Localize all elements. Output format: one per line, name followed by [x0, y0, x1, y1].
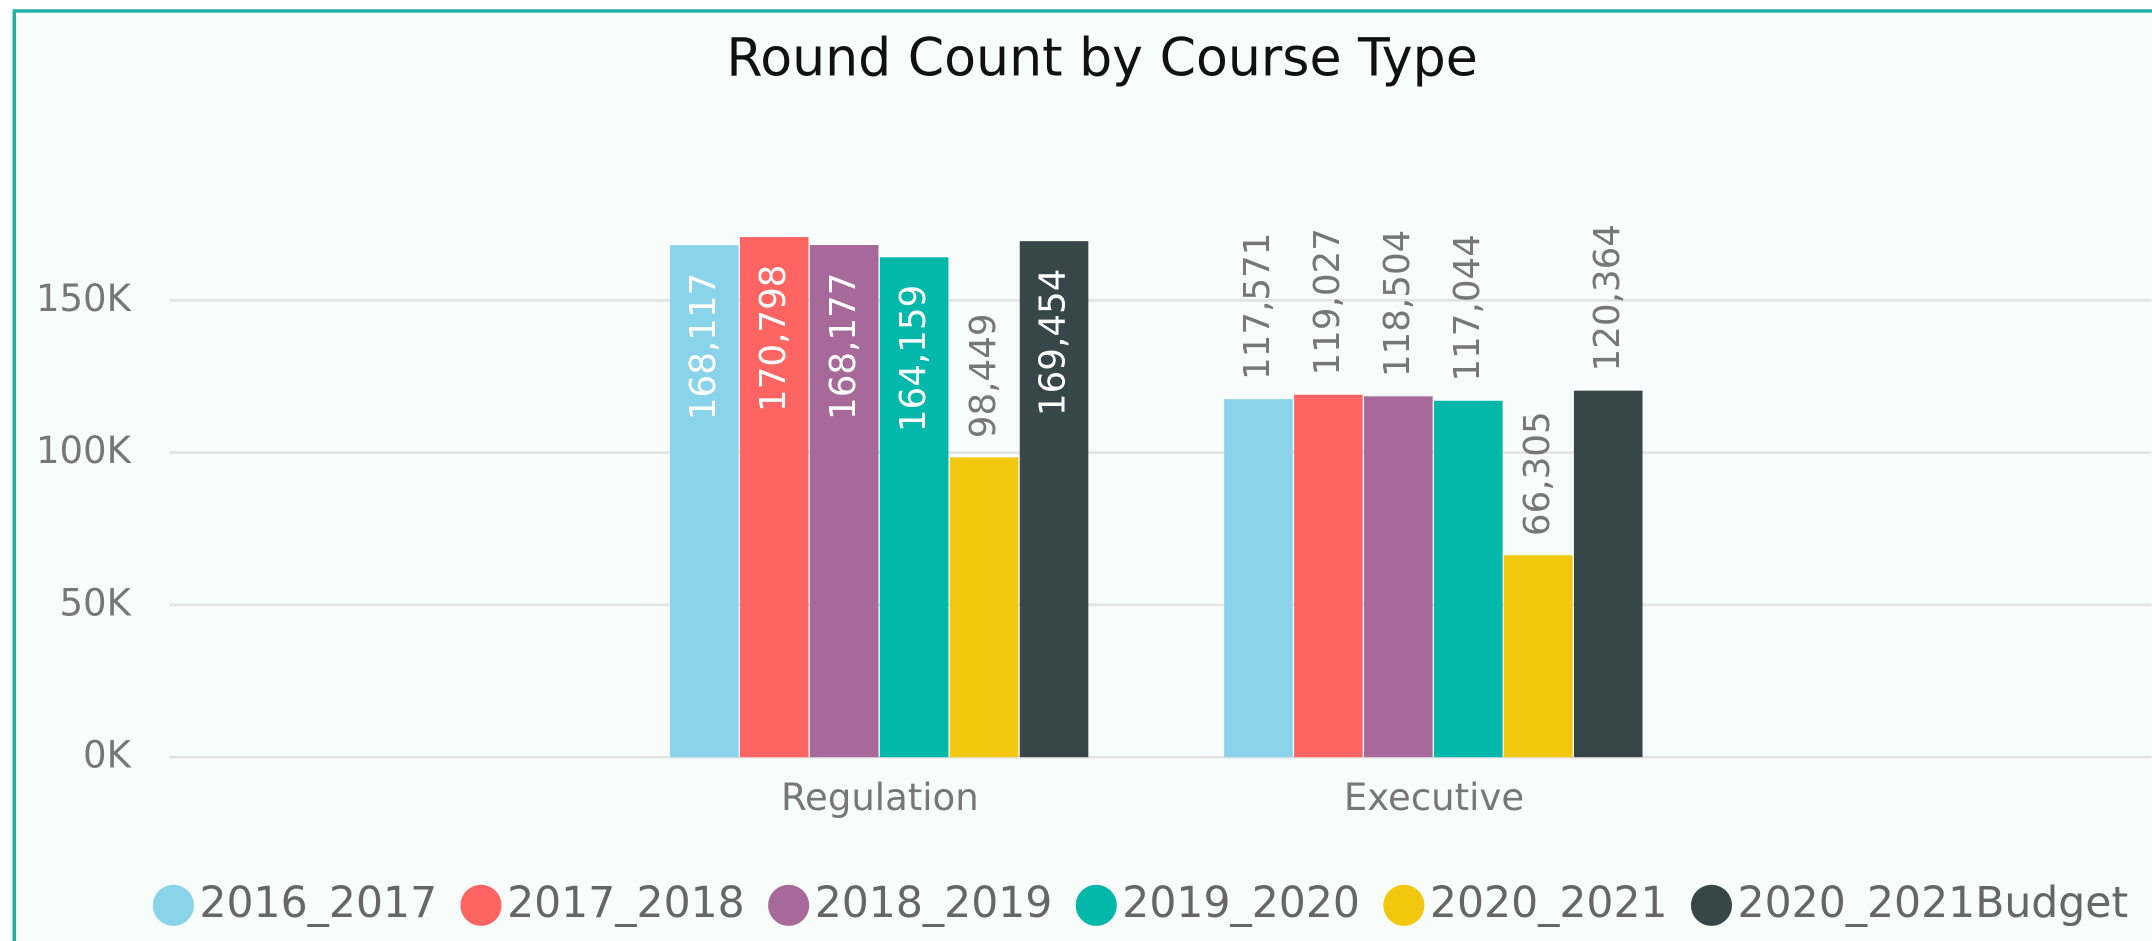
x-tick-label: Regulation: [781, 776, 979, 819]
bar: [1364, 396, 1433, 758]
chart-title: Round Count by Course Type: [726, 29, 1477, 89]
legend-label: 2019_2020: [1122, 879, 1360, 928]
bar: [739, 237, 809, 758]
legend-label: 2017_2018: [507, 879, 745, 928]
data-label: 118,504: [1377, 230, 1418, 377]
legend-label: 2020_2021: [1430, 879, 1668, 928]
legend-marker: [768, 884, 810, 926]
bar: [949, 457, 1019, 758]
legend-marker: [460, 884, 502, 926]
bar: [879, 257, 949, 758]
legend-marker: [1383, 884, 1425, 926]
data-label: 164,159: [893, 285, 934, 432]
y-tick-label: 0K: [83, 734, 133, 777]
y-tick-label: 150K: [36, 277, 133, 320]
legend-label: 2016_2017: [199, 879, 437, 928]
data-label: 119,027: [1307, 228, 1348, 375]
data-label: 168,117: [683, 273, 724, 420]
bar: [1573, 390, 1643, 758]
data-label: 170,798: [753, 265, 794, 412]
bar: [1294, 394, 1363, 758]
data-label: 120,364: [1587, 224, 1628, 371]
bar: [809, 245, 879, 758]
y-tick-label: 50K: [60, 581, 133, 624]
bar: [1503, 555, 1573, 758]
legend-label: 2018_2019: [815, 879, 1053, 928]
bar: [1434, 400, 1503, 758]
data-label: 98,449: [963, 313, 1004, 438]
y-tick-label: 100K: [36, 429, 133, 472]
data-label: 117,044: [1447, 234, 1488, 381]
data-label: 168,177: [823, 272, 864, 419]
legend-marker: [152, 884, 194, 926]
data-label: 117,571: [1237, 233, 1278, 380]
data-label: 66,305: [1517, 411, 1558, 536]
bar: [669, 245, 739, 758]
bar: [1019, 241, 1089, 758]
bar: [1224, 399, 1293, 758]
legend-marker: [1690, 884, 1733, 926]
legend-label: 2020_2021Budget: [1738, 879, 2129, 928]
x-tick-label: Executive: [1344, 776, 1524, 819]
data-label: 169,454: [1033, 269, 1074, 416]
legend-marker: [1075, 884, 1117, 926]
